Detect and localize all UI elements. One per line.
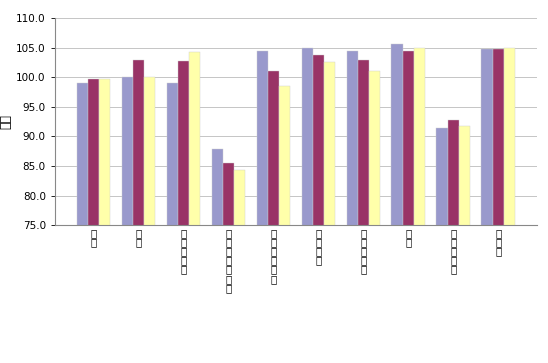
Bar — [88, 79, 99, 363]
Bar — [212, 150, 223, 363]
Bar — [324, 62, 335, 363]
Bar — [414, 48, 425, 363]
Bar — [301, 48, 313, 363]
Bar — [279, 86, 290, 363]
Bar — [346, 51, 358, 363]
Bar — [144, 77, 156, 363]
Bar — [167, 83, 178, 363]
Bar — [234, 170, 246, 363]
Bar — [459, 126, 470, 363]
Bar — [133, 60, 144, 363]
Bar — [122, 77, 133, 363]
Bar — [313, 55, 324, 363]
Bar — [403, 51, 414, 363]
Bar — [436, 127, 448, 363]
Bar — [223, 163, 234, 363]
Bar — [358, 60, 369, 363]
Bar — [77, 83, 88, 363]
Y-axis label: 指数: 指数 — [0, 114, 12, 129]
Bar — [481, 49, 493, 363]
Bar — [369, 72, 380, 363]
Bar — [493, 49, 504, 363]
Bar — [504, 48, 515, 363]
Bar — [178, 61, 189, 363]
Bar — [256, 51, 268, 363]
Bar — [268, 72, 279, 363]
Bar — [391, 44, 403, 363]
Bar — [189, 52, 201, 363]
Bar — [99, 79, 111, 363]
Bar — [448, 121, 459, 363]
